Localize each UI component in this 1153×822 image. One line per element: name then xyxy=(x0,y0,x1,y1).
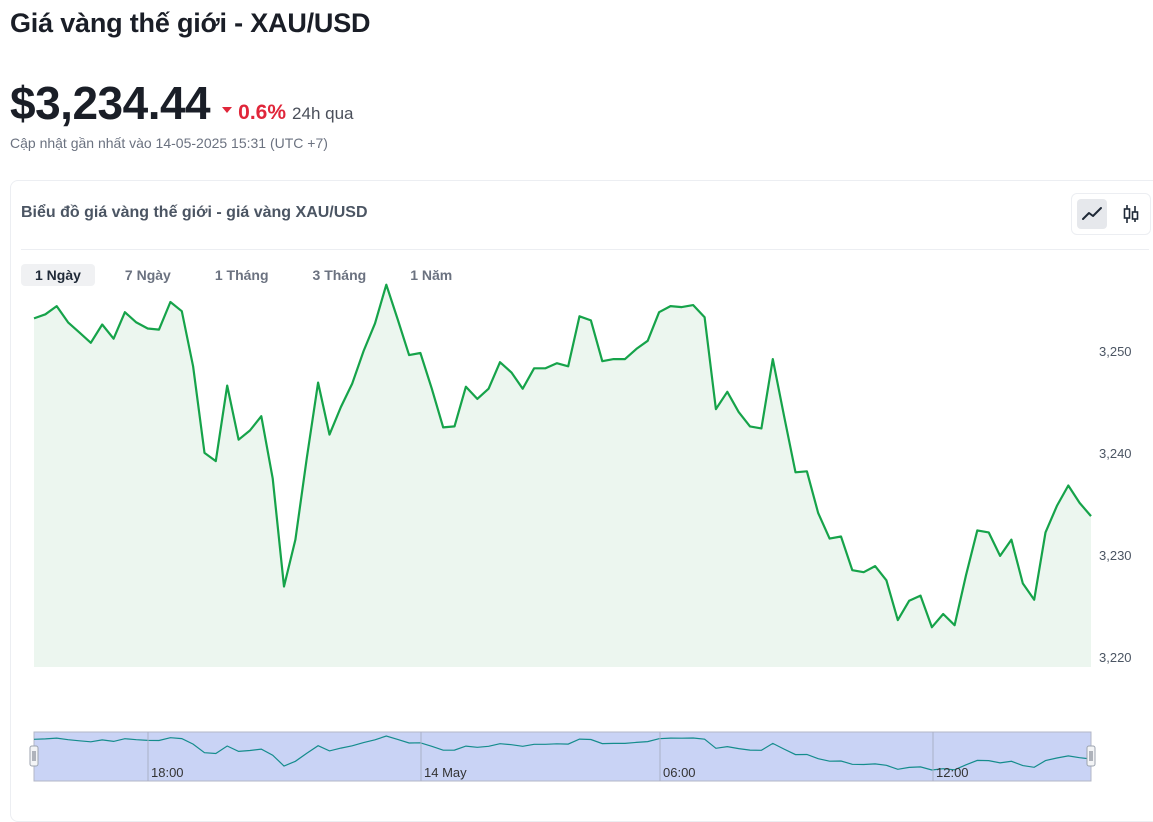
navigator-right-handle[interactable] xyxy=(1086,745,1096,767)
chart-title: Biểu đồ giá vàng thế giới - giá vàng XAU… xyxy=(21,204,368,221)
navigator-range xyxy=(33,731,1092,782)
candlestick-icon xyxy=(1123,205,1138,223)
price-chart: 3,220 3,230 3,240 3,250 18:00 14 May 06:00 12:0… xyxy=(29,283,1132,782)
navigator-time-label: 18:00 xyxy=(151,765,184,780)
page-title: Giá vàng thế giới - XAU/USD xyxy=(10,8,371,38)
price-row: $3,234.44 0.6% 24h qua xyxy=(10,76,353,130)
tab-1-month[interactable]: 1 Tháng xyxy=(214,267,269,283)
navigator-line xyxy=(33,735,1092,771)
current-price: $3,234.44 xyxy=(10,77,211,129)
line-chart-button[interactable] xyxy=(1076,199,1107,229)
navigator-time-label: 06:00 xyxy=(663,765,696,780)
line-chart-icon xyxy=(1081,207,1102,220)
tab-7-days[interactable]: 7 Ngày xyxy=(124,267,171,283)
y-axis-tick-label: 3,250 xyxy=(1099,344,1132,359)
price-change-percent: 0.6% xyxy=(238,101,287,124)
y-axis-tick-label: 3,240 xyxy=(1099,446,1132,461)
tab-3-months[interactable]: 3 Tháng xyxy=(312,267,367,283)
price-line xyxy=(33,283,1092,629)
time-range-tabs: 1 Ngày 7 Ngày 1 Tháng 3 Tháng 1 Năm xyxy=(21,264,482,286)
price-change-period: 24h qua xyxy=(292,104,354,123)
chart-card-header: Biểu đồ giá vàng thế giới - giá vàng XAU… xyxy=(21,193,1151,250)
navigator-left-handle[interactable] xyxy=(29,745,39,767)
y-axis-tick-label: 3,220 xyxy=(1099,650,1132,665)
candlestick-button[interactable] xyxy=(1116,199,1146,229)
navigator-time-label: 14 May xyxy=(424,765,467,780)
navigator-time-label: 12:00 xyxy=(936,765,969,780)
down-arrow-icon xyxy=(222,107,233,113)
chart-mode-toggle xyxy=(1071,193,1151,235)
tab-1-year[interactable]: 1 Năm xyxy=(410,267,453,283)
last-updated-text: Cập nhật gần nhất vào 14-05-2025 15:31 (… xyxy=(10,135,328,151)
y-axis-tick-label: 3,230 xyxy=(1099,548,1132,563)
tab-1-day[interactable]: 1 Ngày xyxy=(21,264,95,286)
price-area-fill xyxy=(34,284,1091,667)
